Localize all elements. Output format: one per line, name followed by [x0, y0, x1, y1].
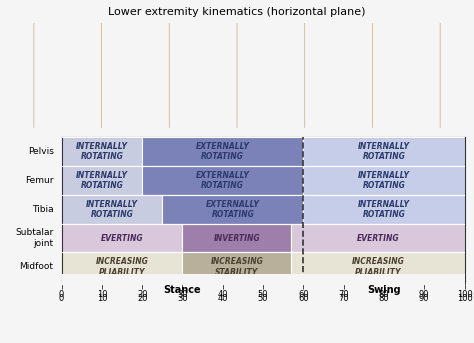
Text: EXTERNALLY
ROTATING: EXTERNALLY ROTATING — [196, 171, 250, 190]
Text: EXTERNALLY
ROTATING: EXTERNALLY ROTATING — [206, 200, 260, 219]
Text: EXTERNALLY
ROTATING: EXTERNALLY ROTATING — [196, 142, 250, 161]
Text: Subtalar
joint: Subtalar joint — [15, 228, 54, 248]
FancyBboxPatch shape — [291, 252, 465, 281]
FancyBboxPatch shape — [182, 224, 291, 252]
Text: EVERTING: EVERTING — [101, 234, 143, 243]
Text: Swing: Swing — [367, 285, 401, 295]
FancyBboxPatch shape — [62, 224, 182, 252]
FancyBboxPatch shape — [303, 195, 465, 224]
Text: Pelvis: Pelvis — [27, 147, 54, 156]
Text: Midfoot: Midfoot — [19, 262, 54, 271]
FancyBboxPatch shape — [182, 252, 291, 281]
Text: Stance: Stance — [164, 285, 201, 295]
FancyBboxPatch shape — [62, 137, 142, 166]
Text: INCREASING
STABILITY: INCREASING STABILITY — [210, 257, 264, 276]
FancyBboxPatch shape — [303, 166, 465, 195]
FancyBboxPatch shape — [62, 166, 142, 195]
FancyBboxPatch shape — [62, 252, 182, 281]
Text: INTERNALLY
ROTATING: INTERNALLY ROTATING — [76, 142, 128, 161]
Text: INVERTING: INVERTING — [214, 234, 260, 243]
FancyBboxPatch shape — [291, 224, 465, 252]
Text: Lower extremity kinematics (horizontal plane): Lower extremity kinematics (horizontal p… — [108, 7, 366, 17]
Text: INCREASING
PLIABILITY: INCREASING PLIABILITY — [96, 257, 148, 276]
Text: INTERNALLY
ROTATING: INTERNALLY ROTATING — [76, 171, 128, 190]
Text: INTERNALLY
ROTATING: INTERNALLY ROTATING — [86, 200, 138, 219]
Text: INTERNALLY
ROTATING: INTERNALLY ROTATING — [358, 142, 410, 161]
Text: Femur: Femur — [25, 176, 54, 185]
FancyBboxPatch shape — [62, 195, 162, 224]
Text: INTERNALLY
ROTATING: INTERNALLY ROTATING — [358, 171, 410, 190]
FancyBboxPatch shape — [142, 166, 303, 195]
Text: Tibia: Tibia — [32, 205, 54, 214]
Text: EVERTING: EVERTING — [356, 234, 399, 243]
FancyBboxPatch shape — [303, 137, 465, 166]
Text: INCREASING
PLIABILITY: INCREASING PLIABILITY — [351, 257, 404, 276]
FancyBboxPatch shape — [142, 137, 303, 166]
Text: INTERNALLY
ROTATING: INTERNALLY ROTATING — [358, 200, 410, 219]
FancyBboxPatch shape — [162, 195, 303, 224]
